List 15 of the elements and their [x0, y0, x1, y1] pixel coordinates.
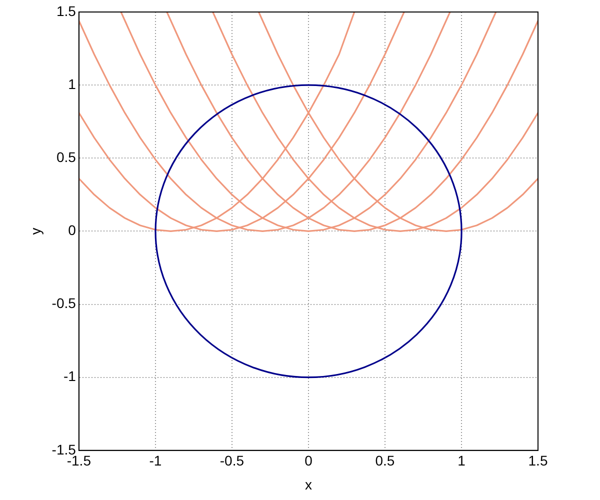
y-tick-label: 0.5 [56, 148, 76, 165]
x-tick-label: -0.5 [220, 452, 244, 469]
x-tick-label: 1 [458, 452, 466, 469]
x-tick-label: 0 [304, 452, 313, 469]
y-axis-title: y [27, 228, 44, 235]
y-tick-label: 1 [68, 76, 76, 92]
y-tick-label: -1 [63, 368, 76, 384]
y-tick-label: -0.5 [52, 295, 76, 312]
x-tick-label: 0.5 [375, 452, 395, 469]
y-tick-label: 1.5 [56, 2, 76, 19]
y-tick-label: -1.5 [52, 441, 76, 458]
y-tick-label: 0 [68, 222, 76, 238]
x-tick-label: 1.5 [528, 452, 548, 469]
x-tick-label: -1 [149, 452, 162, 469]
x-axis-title: x [304, 476, 312, 492]
